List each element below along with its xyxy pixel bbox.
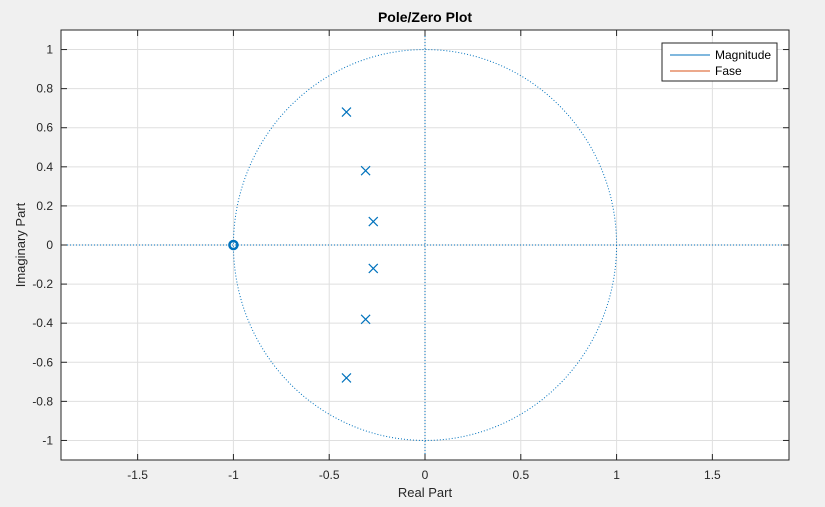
- y-tick-label: -0.8: [32, 394, 53, 408]
- x-tick-label: 0: [422, 468, 429, 482]
- chart-title: Pole/Zero Plot: [378, 9, 472, 25]
- y-tick-label: 0.6: [36, 121, 53, 135]
- legend-box: [661, 42, 778, 82]
- y-axis-label: Imaginary Part: [13, 202, 28, 287]
- pole-stroke: [368, 216, 379, 227]
- pole-marker: [360, 314, 371, 325]
- pole-stroke: [341, 107, 352, 118]
- pole-stroke: [368, 263, 379, 274]
- x-tick-label: 1.5: [704, 468, 721, 482]
- legend[interactable]: Magnitude Fase: [661, 42, 778, 82]
- y-tick-label: 0.4: [36, 160, 53, 174]
- legend-label-fase: Fase: [715, 64, 742, 78]
- pole-marker: [360, 165, 371, 176]
- x-tick-label: 1: [613, 468, 620, 482]
- x-tick-label: -1: [228, 468, 239, 482]
- pole-marker: [368, 216, 379, 227]
- pole-marker: [341, 107, 352, 118]
- legend-label-magnitude: Magnitude: [715, 48, 771, 62]
- x-tick-label: -0.5: [319, 468, 340, 482]
- pole-marker: [368, 263, 379, 274]
- pole-stroke: [341, 372, 352, 383]
- pole-marker: [341, 372, 352, 383]
- ticks: -1.5 -1 -0.5 0 0.5 1 1.5 1 0.8 0.6 0.4 0.2 0 -0.2 -0.4…: [32, 30, 789, 482]
- zero-marker: [228, 239, 239, 251]
- x-tick-label: 0.5: [512, 468, 529, 482]
- y-tick-label: -0.2: [32, 277, 53, 291]
- x-axis-label: Real Part: [398, 485, 453, 500]
- y-tick-label: -1: [42, 433, 53, 447]
- pole-stroke: [360, 314, 371, 325]
- reference-lines: [61, 30, 789, 460]
- y-tick-label: -0.4: [32, 316, 53, 330]
- y-tick-label: 0: [46, 238, 53, 252]
- y-tick-label: 1: [46, 43, 53, 57]
- y-tick-label: -0.6: [32, 355, 53, 369]
- y-tick-label: 0.8: [36, 82, 53, 96]
- grid: [61, 30, 789, 460]
- y-tick-label: 0.2: [36, 199, 53, 213]
- pole-stroke: [360, 165, 371, 176]
- x-tick-label: -1.5: [127, 468, 148, 482]
- data-marks: [228, 107, 379, 383]
